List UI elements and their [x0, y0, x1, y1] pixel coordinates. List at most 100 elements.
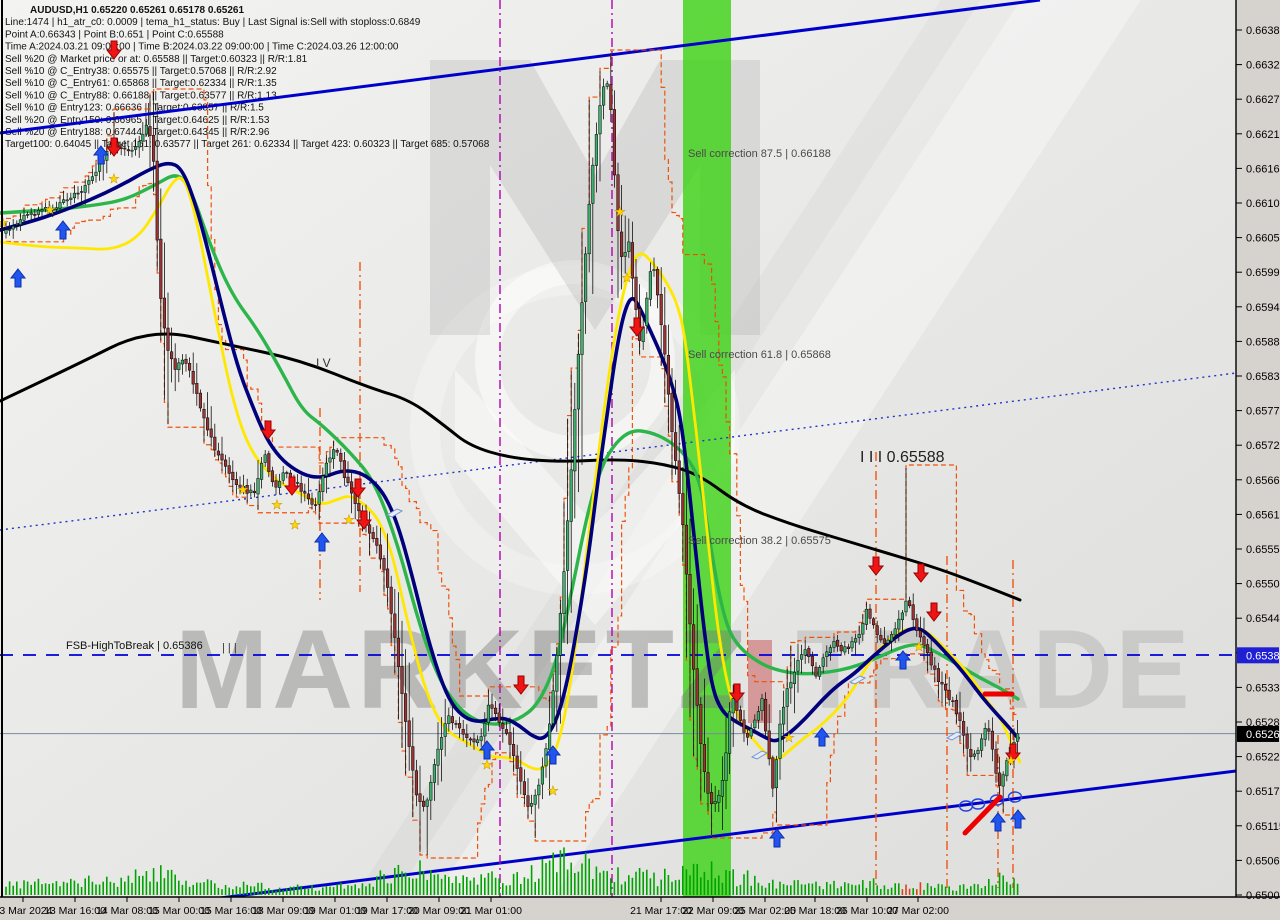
hand-pointer-icon [750, 750, 769, 760]
price-tick-label: 0.66325 [1246, 60, 1280, 72]
star-icon: ★ [547, 783, 559, 798]
time-tick-label: 25 Mar 02:00 [734, 905, 796, 917]
annotation-label: Sell correction 61.8 | 0.65868 [688, 349, 831, 361]
star-icon: ★ [271, 497, 283, 512]
buy-arrow-icon [894, 650, 912, 670]
time-tick-label: 21 Mar 01:00 [460, 905, 522, 917]
price-badge: 0.65386 [1237, 647, 1280, 664]
info-line: Sell %20 @ Market price or at: 0.65588 |… [5, 54, 308, 65]
sell-arrow-icon [349, 478, 367, 498]
price-badge-label: 0.65386 [1246, 650, 1280, 662]
annotation-label: I I I 0.65588 [860, 449, 945, 466]
time-tick-label: 13 Mar 2024 [0, 905, 53, 917]
info-line: Time A:2024.03.21 09:00:00 | Time B:2024… [5, 42, 399, 53]
time-tick-label: 19 Mar 01:00 [304, 905, 366, 917]
sell-arrow-icon [105, 40, 123, 60]
sell-arrow-icon [259, 420, 277, 440]
brand-square [748, 640, 772, 723]
price-tick-label: 0.65115 [1246, 821, 1280, 833]
star-icon: ★ [614, 204, 626, 219]
highlight-band [683, 0, 731, 897]
info-panel: AUDUSD,H1 0.65220 0.65261 0.65178 0.6526… [5, 5, 490, 150]
candlesticks [4, 53, 1020, 855]
price-tick-label: 0.65665 [1246, 475, 1280, 487]
sell-arrow-icon [512, 675, 530, 695]
buy-arrow-icon [768, 828, 786, 848]
hand-pointer-icon [385, 508, 404, 518]
price-badge: 0.65261 [1237, 725, 1280, 742]
ma-line-black [0, 332, 1022, 602]
star-icon: ★ [289, 517, 301, 532]
ma-line-navy [0, 161, 1020, 743]
sell-arrow-icon [355, 510, 373, 530]
price-tick-label: 0.65555 [1246, 544, 1280, 556]
info-line: Target100: 0.64045 || Target 161: 0.6357… [5, 139, 490, 150]
buy-arrow-icon [92, 145, 110, 165]
time-tick-label: 18 Mar 09:00 [252, 905, 314, 917]
price-tick-label: 0.66105 [1246, 198, 1280, 210]
time-tick-label: 20 Mar 09:00 [408, 905, 470, 917]
price-tick-label: 0.65445 [1246, 613, 1280, 625]
price-badge-label: 0.65261 [1246, 729, 1280, 741]
star-icon: ★ [783, 730, 795, 745]
buy-arrow-icon [313, 532, 331, 552]
time-tick-label: 27 Mar 02:00 [887, 905, 949, 917]
time-tick-label: 25 Mar 18:00 [784, 905, 846, 917]
info-line: Point A:0.66343 | Point B:0.651 | Point … [5, 29, 224, 40]
trend-line[interactable] [0, 372, 1236, 531]
buy-arrow-icon [989, 812, 1007, 832]
trend-line[interactable] [0, 0, 1041, 135]
info-line: Sell %10 @ C_Entry88: 0.66188 || Target:… [5, 90, 277, 101]
price-tick-label: 0.65995 [1246, 267, 1280, 279]
star-icon: ★ [481, 757, 493, 772]
trend-and-level-lines [0, 0, 1236, 899]
star-icon: ★ [0, 215, 9, 230]
buy-arrow-icon [54, 220, 72, 240]
buy-arrow-icon [1009, 809, 1027, 829]
time-tick-label: 26 Mar 10:00 [836, 905, 898, 917]
hand-pointer-icon [848, 675, 867, 685]
price-tick-label: 0.65225 [1246, 752, 1280, 764]
buy-arrow-icon [544, 745, 562, 765]
star-icon: ★ [343, 512, 355, 527]
annotation-label: Sell correction 38.2 | 0.65575 [688, 535, 831, 547]
red-segment-line[interactable] [962, 794, 1003, 836]
annotation-label: | | | [222, 642, 237, 654]
annotation-label: Sell correction 87.5 | 0.66188 [688, 148, 831, 160]
sell-arrow-icon [628, 317, 646, 337]
info-line: Sell %20 @ Entry150: 0.66965 || Target:0… [5, 115, 270, 126]
entry-circle-icon [970, 798, 986, 810]
entry-circle-icon [1007, 791, 1023, 803]
sell-arrow-icon [105, 137, 123, 157]
buy-arrow-icon [478, 740, 496, 760]
time-tick-label: 21 Mar 17:00 [630, 905, 692, 917]
moving-averages [0, 161, 1022, 771]
volume-histogram [5, 847, 1019, 895]
sell-arrow-icon [283, 476, 301, 496]
price-tick-label: 0.66215 [1246, 129, 1280, 141]
price-tick-label: 0.65005 [1246, 890, 1280, 902]
info-line: Sell %10 @ C_Entry61: 0.65868 || Target:… [5, 78, 277, 89]
info-line: AUDUSD,H1 0.65220 0.65261 0.65178 0.6526… [30, 5, 244, 16]
trend-line[interactable] [212, 769, 1236, 899]
time-tick-label: 22 Mar 09:00 [682, 905, 744, 917]
star-icon: ★ [621, 270, 633, 285]
info-line: Sell %20 @ Entry188: 0.67444 || Target:0… [5, 127, 270, 138]
buy-arrow-icon [813, 727, 831, 747]
star-icon: ★ [237, 482, 249, 497]
entry-circle-icon [989, 794, 1005, 806]
annotation-label: I V [316, 356, 331, 370]
